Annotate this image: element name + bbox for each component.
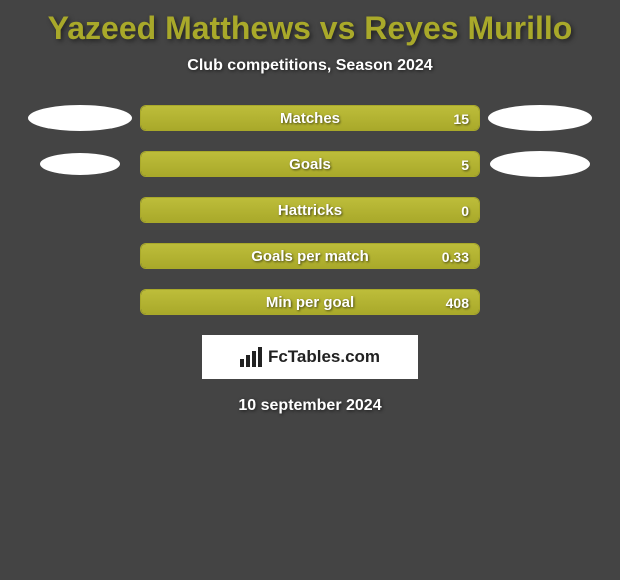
stat-value: 408 [446, 290, 469, 315]
stat-label: Hattricks [141, 198, 479, 223]
footer-date: 10 september 2024 [0, 397, 620, 415]
stat-bar: Goals per match 0.33 [140, 243, 480, 269]
ellipse-icon [28, 105, 132, 131]
footer-badge-text: FcTables.com [268, 347, 380, 367]
stat-left-marker [20, 105, 140, 131]
page-subtitle: Club competitions, Season 2024 [0, 57, 620, 75]
stat-value: 0 [461, 198, 469, 223]
stat-row: Hattricks 0 [0, 197, 620, 223]
bar-chart-icon [240, 347, 262, 367]
stat-bar: Hattricks 0 [140, 197, 480, 223]
stat-value: 5 [461, 152, 469, 177]
stat-bar: Goals 5 [140, 151, 480, 177]
ellipse-icon [40, 153, 120, 175]
stat-row: Min per goal 408 [0, 289, 620, 315]
footer-badge[interactable]: FcTables.com [202, 335, 418, 379]
stat-label: Goals per match [141, 244, 479, 269]
ellipse-icon [490, 151, 590, 177]
stat-label: Matches [141, 106, 479, 131]
page-title: Yazeed Matthews vs Reyes Murillo [0, 0, 620, 47]
stat-row: Goals 5 [0, 151, 620, 177]
stat-label: Goals [141, 152, 479, 177]
stat-value: 0.33 [442, 244, 469, 269]
stat-row: Goals per match 0.33 [0, 243, 620, 269]
stat-right-marker [480, 151, 600, 177]
stat-value: 15 [453, 106, 469, 131]
stat-right-marker [480, 105, 600, 131]
stat-left-marker [20, 153, 140, 175]
stat-label: Min per goal [141, 290, 479, 315]
stat-bar: Matches 15 [140, 105, 480, 131]
ellipse-icon [488, 105, 592, 131]
stat-row: Matches 15 [0, 105, 620, 131]
stat-bar: Min per goal 408 [140, 289, 480, 315]
stats-container: Matches 15 Goals 5 Hattricks 0 [0, 105, 620, 315]
